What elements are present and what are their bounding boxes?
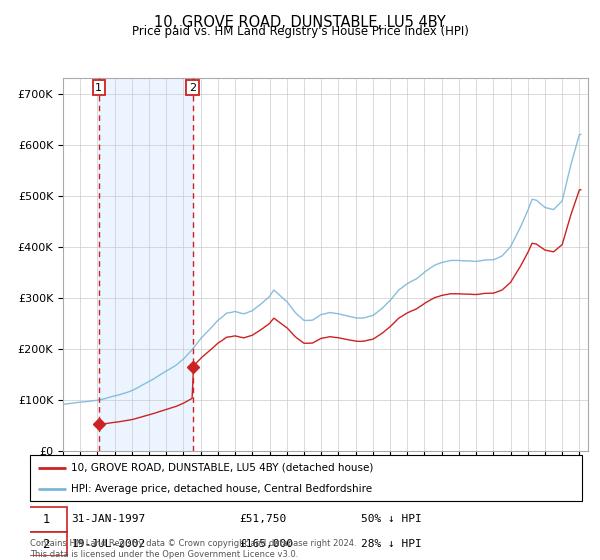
Text: 19-JUL-2002: 19-JUL-2002	[71, 539, 146, 549]
Text: £165,000: £165,000	[240, 539, 294, 549]
Text: Contains HM Land Registry data © Crown copyright and database right 2024.
This d: Contains HM Land Registry data © Crown c…	[30, 539, 356, 559]
Bar	[99, 78, 193, 451]
Text: 2: 2	[189, 83, 196, 93]
FancyBboxPatch shape	[26, 532, 67, 556]
Text: 2: 2	[43, 538, 50, 550]
Text: 28% ↓ HPI: 28% ↓ HPI	[361, 539, 422, 549]
Text: 50% ↓ HPI: 50% ↓ HPI	[361, 515, 422, 525]
Text: HPI: Average price, detached house, Central Bedfordshire: HPI: Average price, detached house, Cent…	[71, 484, 373, 494]
FancyBboxPatch shape	[26, 507, 67, 531]
Text: 10, GROVE ROAD, DUNSTABLE, LU5 4BY (detached house): 10, GROVE ROAD, DUNSTABLE, LU5 4BY (deta…	[71, 463, 374, 473]
Text: 1: 1	[95, 83, 103, 93]
Text: 10, GROVE ROAD, DUNSTABLE, LU5 4BY: 10, GROVE ROAD, DUNSTABLE, LU5 4BY	[154, 15, 446, 30]
FancyBboxPatch shape	[30, 455, 582, 501]
Text: 31-JAN-1997: 31-JAN-1997	[71, 515, 146, 525]
Text: Price paid vs. HM Land Registry's House Price Index (HPI): Price paid vs. HM Land Registry's House …	[131, 25, 469, 38]
Text: 1: 1	[43, 513, 50, 526]
Text: £51,750: £51,750	[240, 515, 287, 525]
